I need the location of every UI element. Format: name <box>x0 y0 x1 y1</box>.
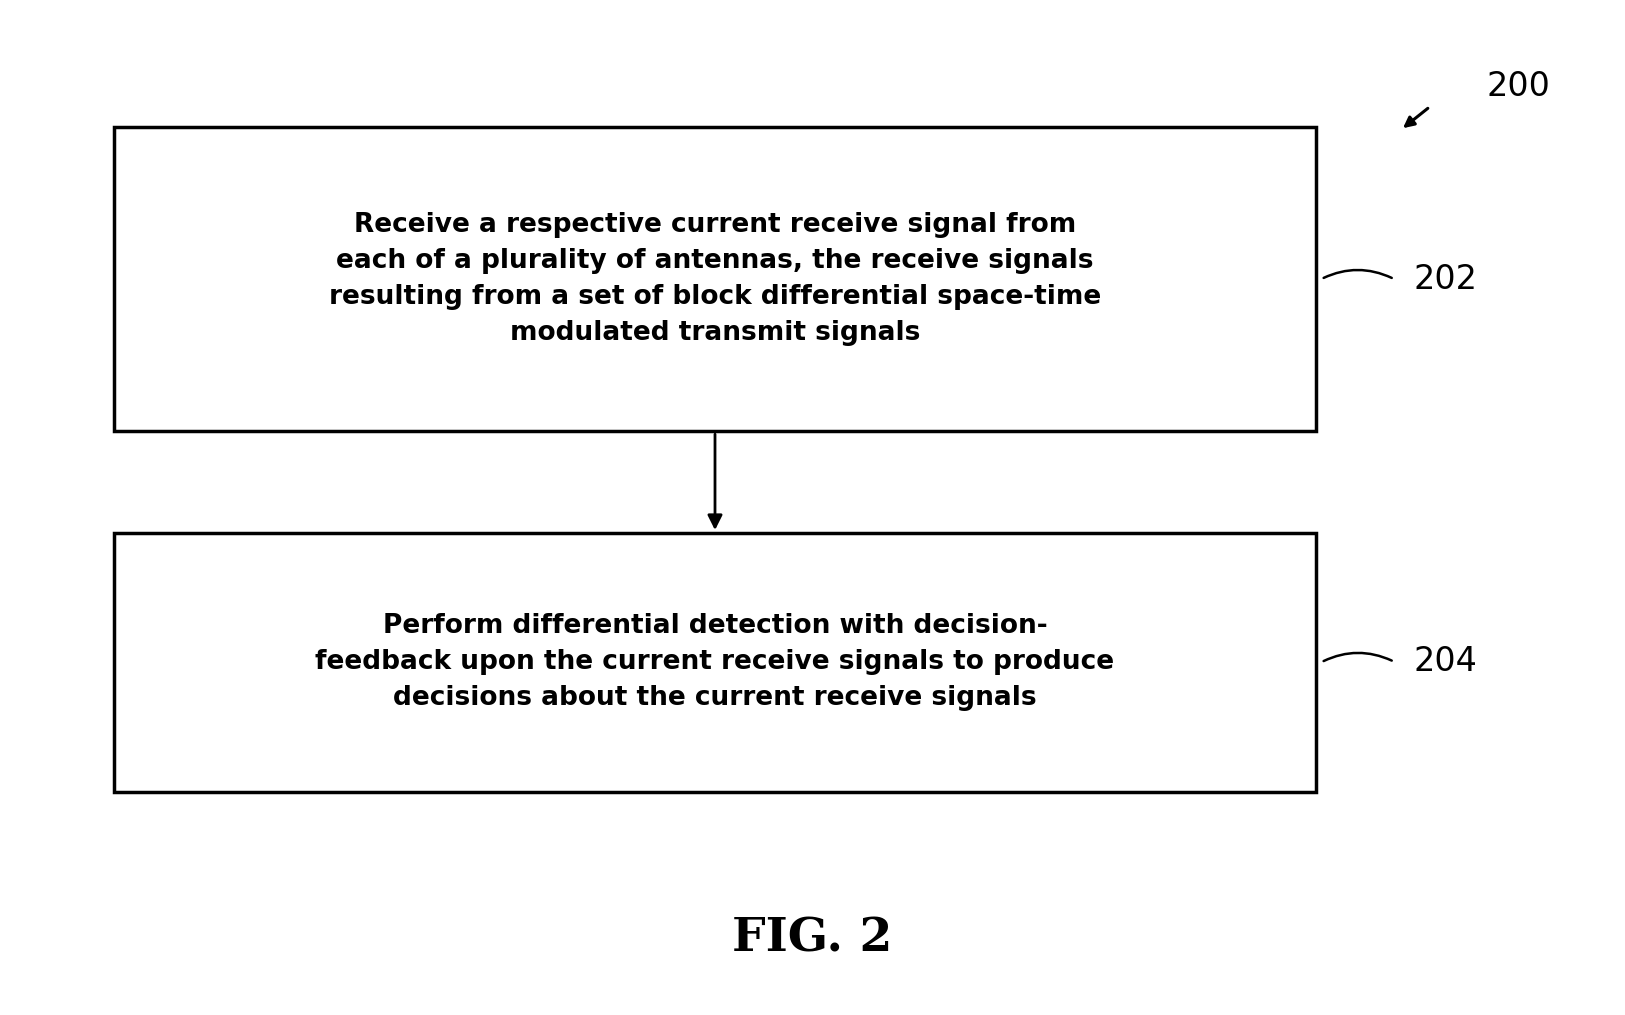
Text: Perform differential detection with decision-
feedback upon the current receive : Perform differential detection with deci… <box>315 613 1115 712</box>
Bar <box>114 533 1316 792</box>
Text: 204: 204 <box>1414 646 1477 678</box>
Text: 202: 202 <box>1414 263 1477 295</box>
Text: 200: 200 <box>1487 70 1550 103</box>
Text: Receive a respective current receive signal from
each of a plurality of antennas: Receive a respective current receive sig… <box>328 212 1102 346</box>
Bar <box>114 127 1316 431</box>
Text: FIG. 2: FIG. 2 <box>733 916 892 962</box>
